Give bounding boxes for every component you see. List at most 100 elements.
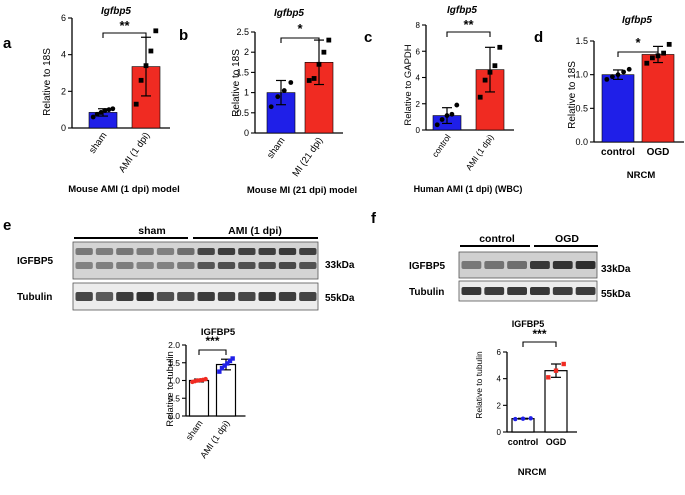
y-tick-label-c-1: 2 [416,100,421,109]
y-tick-label-f-2: 4 [497,375,502,384]
point-e-1-5 [230,356,235,361]
y-tick-label-d-2: 1.0 [575,70,588,80]
bar-d-0 [601,74,635,143]
y-tick-label-c-4: 8 [416,21,421,30]
point-a-0-5 [110,106,116,112]
blot-f-kda1: 33kDa [601,264,631,275]
panel-a-ylabel: Relative to 18S [42,48,53,116]
point-d-1-0 [644,60,650,66]
point-a-0-2 [98,110,104,115]
blot-e-igfbp5-band-lower-3 [136,262,154,269]
panel-letter-e: e [3,217,11,234]
point-f-0-2 [528,416,533,421]
blot-e-igfbp5-band-lower-8 [238,262,256,269]
point-d-0-0 [604,76,610,82]
blot-f-igfbp5-band-4 [552,261,573,269]
x-label-f-1: OGD [546,437,567,447]
y-tick-label-b-2: 1 [244,88,249,98]
panel-letter-c: c [364,29,372,46]
bar-e-0 [188,379,210,417]
point-a-1-4 [153,28,159,34]
blot-e-igfbp5-band-upper-0 [75,248,93,255]
panel-letter-b: b [179,27,188,44]
panel-b-caption: Mouse MI (21 dpi) model [247,185,357,196]
panel-b-significance: * [297,21,303,36]
chart-panel-a: 0 2 4 6 sham AMI (1 dpi) [61,13,170,175]
point-b-0-3 [288,80,294,85]
blot-f-igfbp5-band-2 [507,261,527,269]
panel-letter-f: f [371,210,377,227]
chart-panel-c: 0 2 4 6 8 control AMI (1 dpi) [416,21,514,172]
blot-f-tubulin-band-3 [530,287,550,295]
y-tick-label-c-2: 4 [416,74,421,83]
blot-e-igfbp5-band-upper-11 [299,248,317,255]
y-tick-label-b-1: 0.5 [236,108,249,118]
sig-bracket-d [617,51,659,57]
x-label-c-0: control [430,132,453,159]
blot-f-tubulin-band-0 [461,287,482,295]
blot-f-igfbp5-band-3 [530,261,550,269]
point-e-1-0 [217,369,222,374]
panel-b-gene-title: Igfbp5 [274,8,304,19]
point-a-1-0 [133,101,139,107]
blot-e-kda2: 55kDa [325,293,355,304]
point-e-0-5 [203,376,208,382]
blot-f-igfbp5-band-1 [484,261,505,269]
panel-f-chart-title: IGFBP5 [512,319,545,329]
blot-e-tubulin-band-0 [75,292,93,301]
blot-f-tubulin-band-2 [507,287,527,295]
point-b-0-2 [281,88,287,93]
blot-e-tubulin-band-10 [278,292,297,301]
sig-bracket-a [102,32,147,38]
panel-c-significance: ** [463,17,474,32]
y-tick-label-b-4: 2 [244,47,249,57]
point-c-1-4 [497,44,503,50]
bar-d-1 [641,54,675,143]
blot-e-igfbp5-band-lower-11 [299,262,317,269]
blot-f-group1-label: control [479,233,515,245]
chart-panel-f: 0 2 4 6 control OGD [497,341,577,447]
sig-bracket-c [446,31,491,37]
point-a-1-1 [138,77,144,83]
point-d-0-1 [610,74,615,80]
y-tick-label-c-3: 6 [416,47,421,56]
blot-e-igfbp5-band-lower-4 [156,262,175,269]
point-d-0-2 [615,72,621,78]
y-tick-label-d-1: 0.5 [575,103,588,113]
blot-f-tubulin-band-1 [484,287,505,295]
blot-f-igfbp5-band-0 [461,261,482,269]
blot-f-row1-label: IGFBP5 [409,261,446,272]
point-c-0-4 [454,102,460,108]
x-label-e-0: sham [184,418,205,442]
point-f-1-0 [546,375,551,380]
panel-e-significance: *** [205,334,219,348]
x-label-b-0: sham [265,135,287,160]
panel-a-significance: ** [119,18,130,33]
y-tick-label-e-4: 2.0 [168,340,180,350]
blot-e-tubulin-band-9 [258,292,276,301]
y-tick-label-e-3: 1.5 [168,358,180,368]
point-c-0-1 [439,117,445,122]
point-c-1-1 [482,77,488,83]
point-b-0-0 [268,104,274,110]
blot-f-tubulin-membrane [458,280,598,302]
blot-e-igfbp5-band-upper-8 [238,248,256,255]
point-e-1-1 [219,365,225,371]
blot-e-igfbp5-band-upper-5 [177,248,195,255]
western-blot-e: sham AMI (1 dpi) IGFBP5 Tubulin 33kDa 55… [17,225,355,311]
panel-e-chart-title: IGFBP5 [201,327,236,338]
y-tick-label-e-0: 0.0 [168,411,180,421]
y-tick-label-d-0: 0.0 [575,137,588,147]
blot-e-tubulin-band-2 [116,292,134,301]
chart-panel-b: 0 0.5 1 1.5 2 2.5 sham MI (21 dpi) [236,27,343,179]
blot-f-row2-label: Tubulin [409,287,444,298]
point-c-1-3 [492,63,498,69]
blot-e-tubulin-band-3 [136,292,154,301]
blot-e-tubulin-membrane [72,282,319,311]
blot-e-igfbp5-band-upper-9 [258,248,276,255]
blot-e-igfbp5-membrane [72,241,319,280]
point-c-1-0 [477,94,483,100]
panel-letter-a: a [3,35,12,52]
y-tick-label-f-1: 2 [497,401,502,410]
